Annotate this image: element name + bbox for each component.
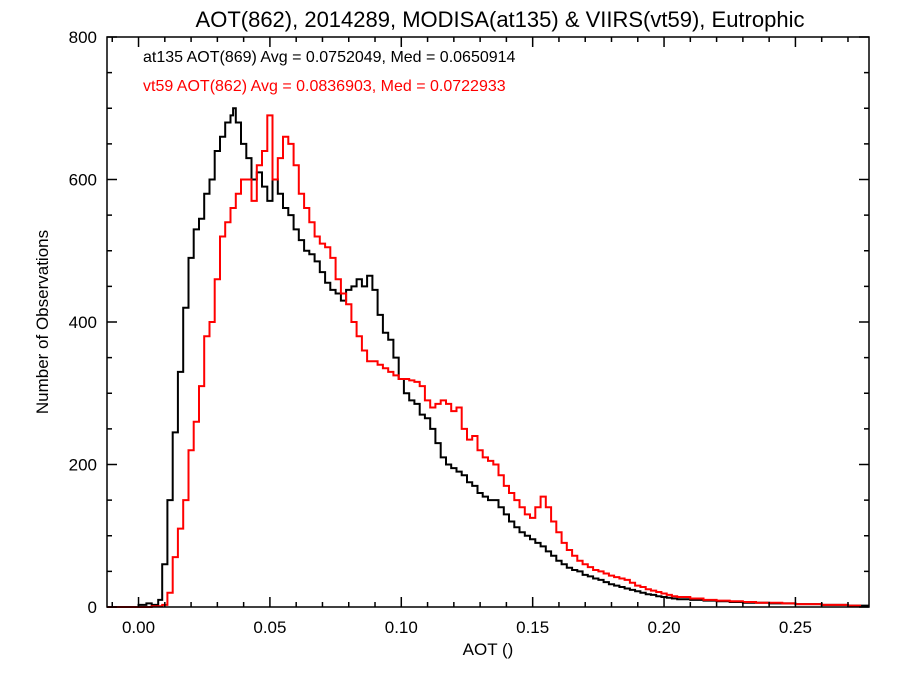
histogram-series-1	[107, 107, 869, 608]
y-tick-label: 800	[69, 28, 97, 47]
y-tick-label: 400	[69, 313, 97, 332]
series-layer	[107, 107, 869, 608]
annotation-vt59: vt59 AOT(862) Avg = 0.0836903, Med = 0.0…	[143, 78, 506, 95]
x-tick-label: 0.10	[385, 618, 418, 637]
y-axis-label: Number of Observations	[33, 230, 52, 414]
histogram-series-2	[107, 114, 862, 608]
y-tick-label: 200	[69, 456, 97, 475]
x-tick-label: 0.05	[253, 618, 286, 637]
x-tick-label: 0.15	[516, 618, 549, 637]
annotation-at135: at135 AOT(869) Avg = 0.0752049, Med = 0.…	[143, 49, 516, 66]
ticks-layer: 0.00 0.05 0.10 0.15 0.20 0.25 0 200 400 600 800	[69, 28, 869, 637]
y-tick-label: 600	[69, 171, 97, 190]
x-axis-label: AOT ()	[463, 640, 514, 659]
plot-frame	[106, 36, 870, 608]
x-tick-label: 0.20	[648, 618, 681, 637]
x-tick-label: 0.00	[122, 618, 155, 637]
chart-title: AOT(862), 2014289, MODISA(at135) & VIIRS…	[196, 7, 805, 32]
x-tick-label: 0.25	[779, 618, 812, 637]
y-tick-label: 0	[88, 598, 97, 617]
